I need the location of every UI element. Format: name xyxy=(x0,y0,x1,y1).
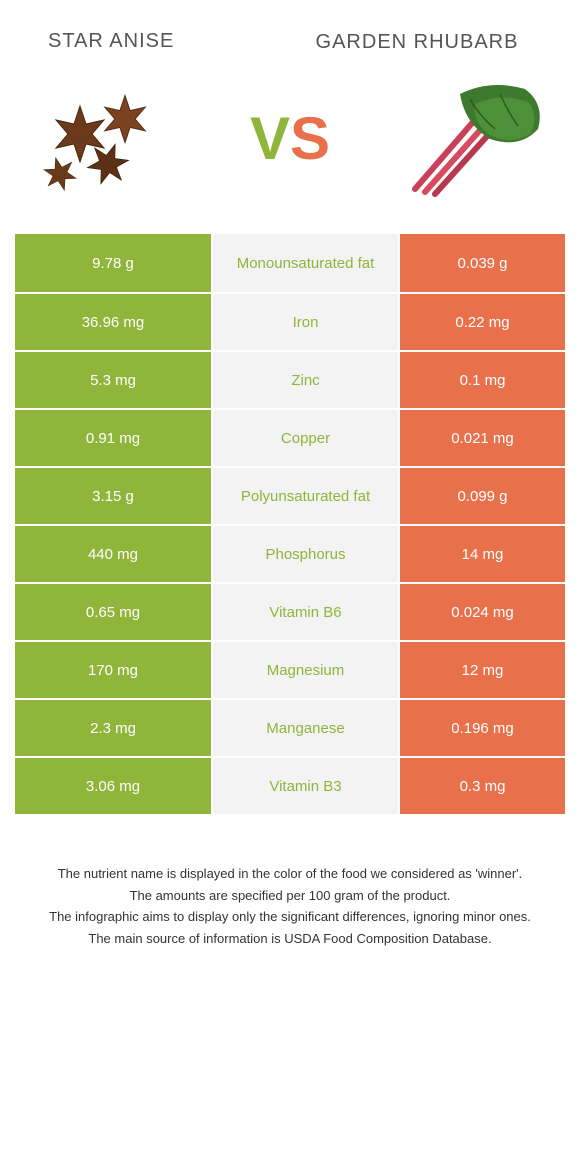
nutrient-label-cell: Iron xyxy=(213,292,400,350)
table-row: 3.06 mgVitamin B30.3 mg xyxy=(15,756,565,814)
right-value-cell: 0.099 g xyxy=(400,466,565,524)
footnote-line: The amounts are specified per 100 gram o… xyxy=(30,886,550,906)
star-anise-image xyxy=(30,74,180,204)
table-row: 3.15 gPolyunsaturated fat0.099 g xyxy=(15,466,565,524)
left-value-cell: 9.78 g xyxy=(15,234,213,292)
table-row: 0.91 mgCopper0.021 mg xyxy=(15,408,565,466)
right-value-cell: 0.3 mg xyxy=(400,756,565,814)
vs-v-letter: V xyxy=(250,109,290,169)
nutrient-label-cell: Vitamin B6 xyxy=(213,582,400,640)
right-food-title: GARDEN RHUBARB xyxy=(294,30,540,54)
right-value-cell: 0.1 mg xyxy=(400,350,565,408)
right-value-cell: 0.024 mg xyxy=(400,582,565,640)
vs-s-letter: S xyxy=(290,109,330,169)
table-row: 2.3 mgManganese0.196 mg xyxy=(15,698,565,756)
nutrient-label-cell: Zinc xyxy=(213,350,400,408)
nutrient-label-cell: Manganese xyxy=(213,698,400,756)
left-value-cell: 0.91 mg xyxy=(15,408,213,466)
table-row: 36.96 mgIron0.22 mg xyxy=(15,292,565,350)
left-value-cell: 3.15 g xyxy=(15,466,213,524)
table-row: 9.78 gMonounsaturated fat0.039 g xyxy=(15,234,565,292)
vs-label: VS xyxy=(250,109,330,169)
footnote-line: The infographic aims to display only the… xyxy=(30,907,550,927)
right-value-cell: 0.039 g xyxy=(400,234,565,292)
nutrient-table: 9.78 gMonounsaturated fat0.039 g36.96 mg… xyxy=(15,234,565,814)
table-row: 5.3 mgZinc0.1 mg xyxy=(15,350,565,408)
right-value-cell: 0.021 mg xyxy=(400,408,565,466)
left-value-cell: 5.3 mg xyxy=(15,350,213,408)
nutrient-label-cell: Vitamin B3 xyxy=(213,756,400,814)
images-row: VS xyxy=(0,64,580,234)
nutrient-label-cell: Copper xyxy=(213,408,400,466)
table-row: 0.65 mgVitamin B60.024 mg xyxy=(15,582,565,640)
left-value-cell: 0.65 mg xyxy=(15,582,213,640)
left-value-cell: 36.96 mg xyxy=(15,292,213,350)
nutrient-label-cell: Phosphorus xyxy=(213,524,400,582)
footnote-line: The nutrient name is displayed in the co… xyxy=(30,864,550,884)
table-row: 170 mgMagnesium12 mg xyxy=(15,640,565,698)
left-food-title: STAR ANISE xyxy=(40,30,294,53)
nutrient-label-cell: Monounsaturated fat xyxy=(213,234,400,292)
left-value-cell: 3.06 mg xyxy=(15,756,213,814)
table-row: 440 mgPhosphorus14 mg xyxy=(15,524,565,582)
rhubarb-image xyxy=(400,74,550,204)
nutrient-label-cell: Polyunsaturated fat xyxy=(213,466,400,524)
right-value-cell: 0.22 mg xyxy=(400,292,565,350)
left-value-cell: 170 mg xyxy=(15,640,213,698)
header: STAR ANISE GARDEN RHUBARB xyxy=(0,0,580,64)
right-value-cell: 14 mg xyxy=(400,524,565,582)
footnote-line: The main source of information is USDA F… xyxy=(30,929,550,949)
right-value-cell: 12 mg xyxy=(400,640,565,698)
left-value-cell: 2.3 mg xyxy=(15,698,213,756)
footnotes: The nutrient name is displayed in the co… xyxy=(0,814,580,948)
right-value-cell: 0.196 mg xyxy=(400,698,565,756)
nutrient-label-cell: Magnesium xyxy=(213,640,400,698)
left-value-cell: 440 mg xyxy=(15,524,213,582)
